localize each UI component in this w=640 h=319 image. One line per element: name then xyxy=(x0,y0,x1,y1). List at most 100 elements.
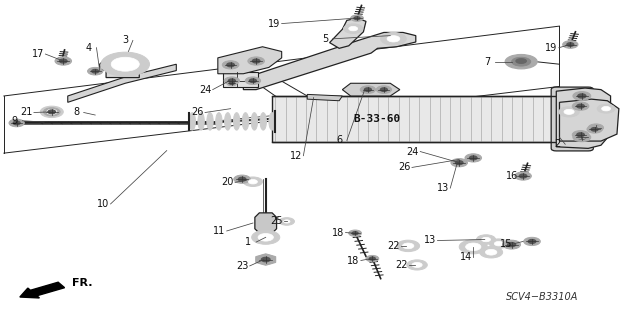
Circle shape xyxy=(284,220,290,223)
Circle shape xyxy=(55,57,72,65)
Circle shape xyxy=(252,59,260,63)
Ellipse shape xyxy=(198,113,204,130)
Text: 17: 17 xyxy=(31,49,44,59)
Circle shape xyxy=(381,33,406,45)
Text: 8: 8 xyxy=(73,108,79,117)
Text: 25: 25 xyxy=(270,216,283,226)
Ellipse shape xyxy=(505,55,537,69)
Circle shape xyxy=(563,41,578,48)
Circle shape xyxy=(494,241,503,246)
Circle shape xyxy=(222,61,239,69)
Circle shape xyxy=(60,59,67,63)
FancyArrow shape xyxy=(20,282,65,298)
Circle shape xyxy=(466,243,481,251)
Text: 15: 15 xyxy=(500,239,513,249)
Text: 11: 11 xyxy=(213,226,225,236)
Circle shape xyxy=(476,235,495,244)
Circle shape xyxy=(465,154,481,162)
Circle shape xyxy=(591,128,598,131)
Circle shape xyxy=(238,177,246,181)
Circle shape xyxy=(587,125,602,133)
Circle shape xyxy=(451,159,467,167)
Circle shape xyxy=(351,15,364,21)
Circle shape xyxy=(344,24,363,33)
Circle shape xyxy=(349,26,358,31)
Circle shape xyxy=(250,79,257,82)
Circle shape xyxy=(354,17,360,19)
Circle shape xyxy=(360,86,376,93)
Circle shape xyxy=(349,230,362,236)
Ellipse shape xyxy=(516,59,526,63)
Circle shape xyxy=(528,240,536,243)
Circle shape xyxy=(577,133,584,137)
Circle shape xyxy=(245,77,260,85)
Text: 14: 14 xyxy=(460,252,472,262)
Circle shape xyxy=(366,256,379,262)
Circle shape xyxy=(9,119,24,127)
Circle shape xyxy=(481,237,490,242)
Circle shape xyxy=(248,57,264,65)
Circle shape xyxy=(489,239,508,249)
Circle shape xyxy=(88,67,103,75)
Circle shape xyxy=(564,109,574,115)
Circle shape xyxy=(256,255,275,264)
Text: 9: 9 xyxy=(12,116,18,126)
Polygon shape xyxy=(556,88,611,148)
Circle shape xyxy=(578,135,586,139)
Circle shape xyxy=(403,243,414,249)
Circle shape xyxy=(485,249,497,255)
Circle shape xyxy=(369,257,375,260)
Circle shape xyxy=(44,108,60,116)
Ellipse shape xyxy=(189,113,195,130)
Ellipse shape xyxy=(234,113,240,130)
Text: 22: 22 xyxy=(396,260,408,270)
Circle shape xyxy=(508,243,516,247)
Circle shape xyxy=(234,175,250,183)
Text: B-33-60: B-33-60 xyxy=(354,114,401,124)
Text: 24: 24 xyxy=(406,146,419,157)
Circle shape xyxy=(243,177,262,187)
Polygon shape xyxy=(243,33,416,90)
Text: 4: 4 xyxy=(86,43,92,53)
Text: 1: 1 xyxy=(245,237,252,247)
Circle shape xyxy=(456,161,463,165)
Circle shape xyxy=(40,106,63,118)
Circle shape xyxy=(258,234,273,241)
Circle shape xyxy=(252,230,280,244)
Circle shape xyxy=(573,133,591,142)
Circle shape xyxy=(397,240,420,252)
Circle shape xyxy=(597,104,615,113)
Text: 26: 26 xyxy=(398,162,410,173)
Ellipse shape xyxy=(225,113,231,130)
Ellipse shape xyxy=(243,113,249,130)
Circle shape xyxy=(230,82,234,85)
Circle shape xyxy=(578,94,586,98)
FancyBboxPatch shape xyxy=(272,96,556,142)
Circle shape xyxy=(261,257,270,262)
Ellipse shape xyxy=(207,113,213,130)
Circle shape xyxy=(13,121,20,125)
Ellipse shape xyxy=(216,113,222,130)
Polygon shape xyxy=(307,94,342,101)
Circle shape xyxy=(224,77,239,85)
Text: 18: 18 xyxy=(347,256,359,265)
FancyBboxPatch shape xyxy=(223,72,258,87)
Text: 7: 7 xyxy=(484,57,490,67)
Circle shape xyxy=(47,109,57,115)
Text: 3: 3 xyxy=(122,35,128,45)
Ellipse shape xyxy=(260,113,266,130)
Circle shape xyxy=(364,88,371,91)
Polygon shape xyxy=(68,64,176,102)
Circle shape xyxy=(412,263,422,268)
Text: 18: 18 xyxy=(332,227,344,238)
Text: 6: 6 xyxy=(336,136,342,145)
Circle shape xyxy=(101,52,150,76)
Circle shape xyxy=(572,102,589,110)
Polygon shape xyxy=(100,58,146,78)
Circle shape xyxy=(48,110,56,114)
Circle shape xyxy=(92,70,99,73)
Polygon shape xyxy=(330,18,366,48)
Text: 2: 2 xyxy=(554,139,561,149)
Circle shape xyxy=(572,130,589,139)
Text: 13: 13 xyxy=(424,235,436,246)
